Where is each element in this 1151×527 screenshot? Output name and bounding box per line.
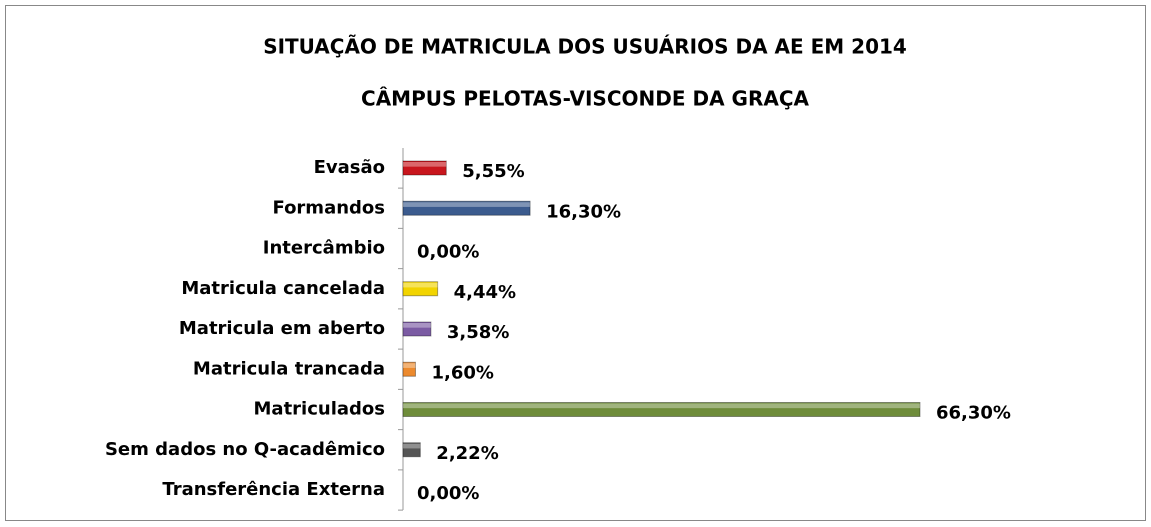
category-label: Sem dados no Q-acadêmico <box>105 439 385 460</box>
value-label: 3,58% <box>447 322 509 343</box>
bar <box>402 200 531 216</box>
value-label: 66,30% <box>936 403 1011 424</box>
chart-frame <box>5 5 1146 521</box>
bar-highlight <box>403 403 920 409</box>
bar <box>402 361 416 377</box>
bar-highlight <box>403 363 416 368</box>
bar-highlight <box>403 162 447 167</box>
category-label: Evasão <box>314 157 385 178</box>
bar <box>402 281 439 297</box>
value-label: 5,55% <box>462 161 524 182</box>
chart-subtitle: CÂMPUS PELOTAS-VISCONDE DA GRAÇA <box>361 87 809 111</box>
category-label: Transferência Externa <box>162 479 385 500</box>
value-label: 0,00% <box>417 242 479 263</box>
bar-highlight <box>403 323 431 328</box>
bar-highlight <box>403 202 531 207</box>
category-label: Matricula cancelada <box>181 278 385 299</box>
value-label: 0,00% <box>417 483 479 504</box>
category-label: Matricula em aberto <box>179 318 385 339</box>
chart-title: SITUAÇÃO DE MATRICULA DOS USUÁRIOS DA AE… <box>263 35 907 59</box>
value-label: 1,60% <box>431 362 493 383</box>
category-label: Intercâmbio <box>263 238 385 259</box>
category-label: Matriculados <box>254 399 385 420</box>
value-label: 4,44% <box>454 282 516 303</box>
bar-highlight <box>403 282 438 288</box>
category-label: Matricula trancada <box>193 358 385 379</box>
bar <box>402 160 447 176</box>
bar <box>402 442 421 458</box>
value-label: 2,22% <box>436 443 498 464</box>
bar <box>402 321 432 337</box>
bar <box>402 402 921 417</box>
category-label: Formandos <box>273 197 386 218</box>
value-label: 16,30% <box>546 201 621 222</box>
bar-highlight <box>403 443 421 449</box>
